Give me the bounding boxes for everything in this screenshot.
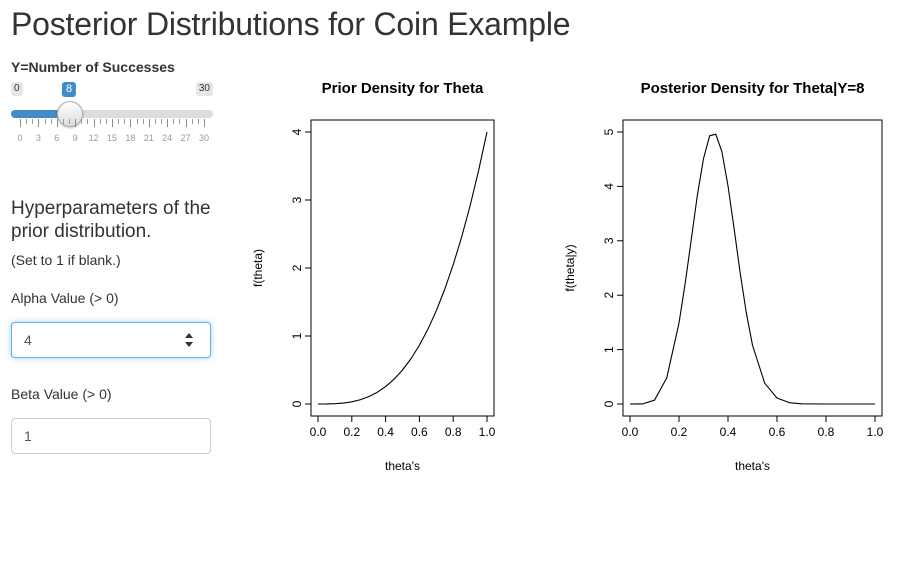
y-tick-label: 0 xyxy=(602,400,616,407)
slider-tick-label: 21 xyxy=(143,133,154,143)
posterior-density-chart: Posterior Density for Theta|Y=8 0.0 0.2 0.4… xyxy=(563,80,884,473)
y-tick-label: 0 xyxy=(290,400,304,407)
slider-tick xyxy=(130,119,132,127)
hyperparameters-heading: Hyperparameters of the prior distributio… xyxy=(11,198,211,242)
slider-tick xyxy=(191,119,193,124)
y-tick-label: 5 xyxy=(602,128,616,135)
slider-tick-label: 30 xyxy=(198,133,210,143)
slider-tick xyxy=(26,119,28,124)
slider-tick xyxy=(173,119,175,124)
slider-tick xyxy=(124,119,126,124)
slider-tick xyxy=(142,119,144,124)
slider-tick xyxy=(62,119,64,124)
slider-tick-label: 27 xyxy=(180,133,191,143)
slider-fill xyxy=(11,110,70,118)
prior-density-plot: Prior Density for Theta 0.0 0.2 0.4 0.6 0.8 1.… xyxy=(248,74,518,489)
slider-tick-label: 15 xyxy=(106,133,118,143)
slider-tick-label: 0 xyxy=(17,133,23,143)
x-axis-label: theta's xyxy=(735,459,770,473)
slider-min-badge: 0 xyxy=(11,82,23,96)
slider-tick xyxy=(179,119,181,124)
slider-tick xyxy=(148,119,150,127)
slider-tick xyxy=(112,119,113,127)
slider-tick xyxy=(50,119,52,124)
slider-ticks xyxy=(11,119,213,131)
chart-title: Posterior Density for Theta|Y=8 xyxy=(641,80,865,97)
x-tick-label: 0.4 xyxy=(377,425,394,439)
posterior-density-plot: Posterior Density for Theta|Y=8 0.0 0.2 0.4… xyxy=(560,74,900,489)
x-tick-label: 1.0 xyxy=(479,425,496,439)
x-tick-label: 0.8 xyxy=(818,425,835,439)
prior-density-chart: Prior Density for Theta 0.0 0.2 0.4 0.6 0.8 1.… xyxy=(251,80,496,473)
slider-tick xyxy=(69,119,71,124)
y-tick-label: 2 xyxy=(602,292,616,299)
hyperparameters-note: (Set to 1 if blank.) xyxy=(11,252,121,268)
slider-tick-label: 12 xyxy=(88,133,99,143)
x-tick-label: 0.2 xyxy=(671,425,688,439)
slider-tick xyxy=(185,119,187,127)
slider-tick xyxy=(38,119,40,127)
slider-tick xyxy=(118,119,120,124)
density-curve xyxy=(317,131,488,405)
slider-tick-label: 18 xyxy=(125,133,136,143)
y-tick-label: 4 xyxy=(290,128,304,135)
slider-max-badge: 30 xyxy=(195,82,213,96)
slider-tick xyxy=(154,119,156,124)
plot-frame xyxy=(310,119,495,417)
successes-slider[interactable]: 0 30 8 0 3 6 9 12 15 18 21 24 27 30 xyxy=(11,82,213,147)
y-axis-label: f(theta) xyxy=(251,249,265,287)
beta-input[interactable] xyxy=(11,418,211,454)
chart-title: Prior Density for Theta xyxy=(322,80,484,97)
x-tick-label: 0.6 xyxy=(411,425,428,439)
slider-tick xyxy=(99,119,101,124)
slider-tick xyxy=(161,119,163,124)
plot-frame xyxy=(622,119,883,417)
slider-tick-label: 6 xyxy=(54,133,60,143)
y-tick-label: 4 xyxy=(602,183,616,190)
y-tick-label: 1 xyxy=(290,332,304,339)
slider-tick-labels: 0 3 6 9 12 15 18 21 24 27 30 xyxy=(11,133,213,145)
page-title: Posterior Distributions for Coin Example xyxy=(11,6,571,42)
y-tick-label: 3 xyxy=(290,196,304,203)
y-axis-label: f(theta|y) xyxy=(563,244,577,291)
slider-track[interactable] xyxy=(11,110,213,118)
slider-tick xyxy=(56,119,58,127)
y-tick-label: 3 xyxy=(602,237,616,244)
slider-tick xyxy=(136,119,138,124)
slider-tick xyxy=(197,119,199,124)
y-tick-label: 1 xyxy=(602,346,616,353)
slider-tick xyxy=(105,119,107,124)
x-tick-label: 1.0 xyxy=(867,425,884,439)
slider-tick xyxy=(204,119,205,127)
x-axis-label: theta's xyxy=(385,459,420,473)
x-tick-label: 0.6 xyxy=(769,425,786,439)
x-tick-label: 0.0 xyxy=(310,425,327,439)
slider-value-badge: 8 xyxy=(62,82,77,97)
x-tick-label: 0.2 xyxy=(343,425,360,439)
beta-label: Beta Value (> 0) xyxy=(11,386,112,402)
slider-tick xyxy=(81,119,83,124)
slider-tick xyxy=(32,119,34,124)
x-tick-label: 0.0 xyxy=(622,425,639,439)
slider-label: Y=Number of Successes xyxy=(11,59,175,75)
alpha-label: Alpha Value (> 0) xyxy=(11,290,119,306)
slider-tick-label: 3 xyxy=(35,133,41,143)
slider-tick-label: 9 xyxy=(72,133,78,143)
slider-tick xyxy=(87,119,89,124)
x-tick-label: 0.4 xyxy=(720,425,737,439)
slider-tick xyxy=(20,119,21,127)
slider-tick xyxy=(93,119,95,127)
slider-tick xyxy=(44,119,46,124)
density-curve xyxy=(629,133,875,405)
y-tick-label: 2 xyxy=(290,264,304,271)
alpha-spinner-icon[interactable] xyxy=(184,331,194,349)
slider-handle[interactable] xyxy=(57,101,84,127)
slider-tick xyxy=(75,119,77,127)
x-tick-label: 0.8 xyxy=(445,425,462,439)
slider-tick xyxy=(167,119,169,127)
slider-tick-label: 24 xyxy=(162,133,173,143)
alpha-input[interactable] xyxy=(11,322,211,358)
